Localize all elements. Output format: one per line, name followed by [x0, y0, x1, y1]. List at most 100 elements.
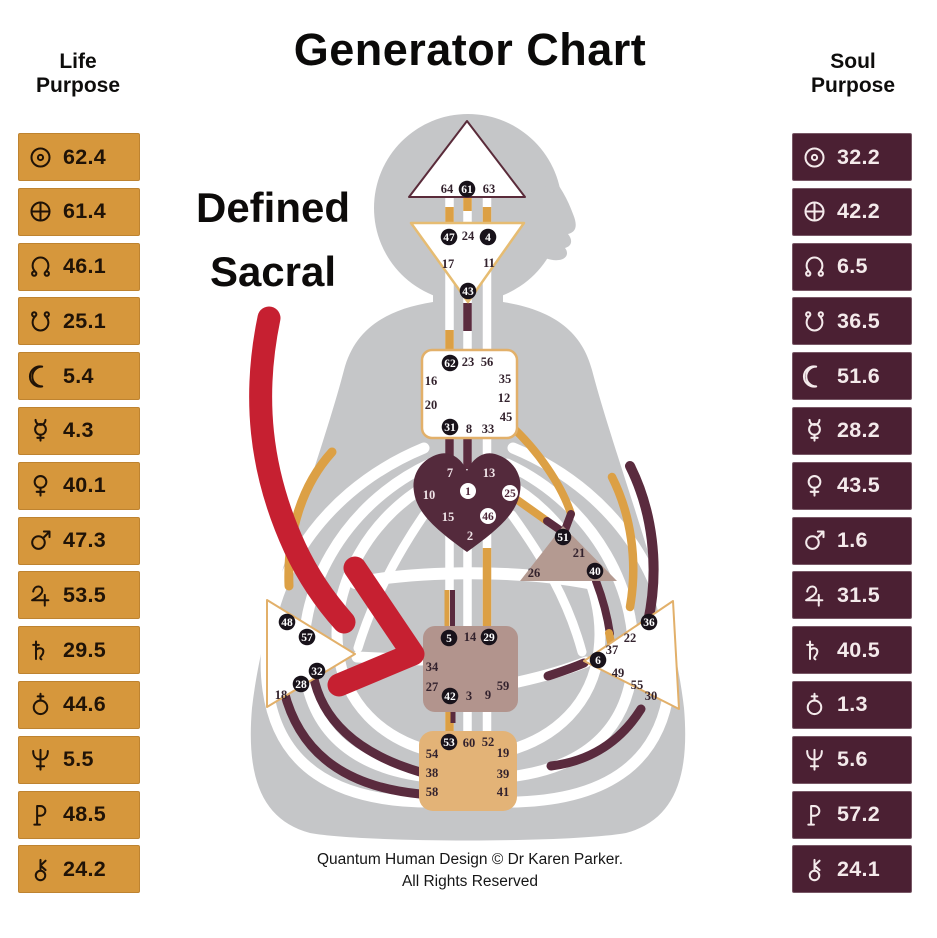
throat-center-shape [420, 348, 519, 440]
planet-row: 47.3 [18, 516, 140, 565]
planet-row: 32.2 [792, 133, 912, 181]
planet-row: 51.6 [792, 352, 912, 401]
g-center-shape [413, 453, 521, 552]
gate: 38 [426, 766, 439, 780]
gate: 21 [573, 546, 586, 560]
gate-line-value: 51.6 [837, 363, 881, 388]
gate: 16 [425, 374, 438, 388]
gate-line-value: 32.2 [837, 144, 881, 169]
gate-line-value: 44.6 [63, 692, 107, 717]
planet-row: 5.4 [18, 352, 140, 401]
planet-row: 40.1 [18, 461, 140, 510]
gate: 2 [467, 529, 473, 543]
planet-row: 1.6 [792, 516, 912, 565]
gate-numbers: 64 61 63 47 24 4 17 11 43 62 23 56 16 35… [275, 182, 658, 799]
chiron-icon [801, 856, 828, 883]
gate-line-value: 24.2 [63, 856, 107, 881]
ajna-center-shape [409, 221, 526, 304]
root-center-shape [419, 731, 517, 811]
gate-line-value: 31.5 [837, 582, 881, 607]
gate: 55 [631, 678, 644, 692]
gate: 33 [482, 422, 495, 436]
gate: 31 [444, 422, 456, 434]
gate-line-value: 24.1 [837, 856, 881, 881]
planet-row: 5.5 [18, 735, 140, 784]
neptune-icon [27, 746, 54, 773]
moon-icon [801, 363, 828, 390]
gate: 48 [281, 617, 293, 629]
life-purpose-label: Life Purpose [16, 50, 140, 98]
life-purpose-column: 62.4 61.4 46.1 25.1 5.4 4.3 40.1 47.3 53… [18, 133, 140, 900]
defined-gate-markers [278, 180, 658, 751]
gate-line-value: 43.5 [837, 473, 881, 498]
planet-row: 28.2 [792, 406, 912, 455]
gate-line-value: 61.4 [63, 199, 107, 224]
gate: 36 [643, 617, 655, 629]
gate: 46 [482, 511, 494, 523]
gate: 1 [465, 486, 471, 498]
gate: 40 [589, 566, 601, 578]
earth-icon [27, 198, 54, 225]
gate-line-value: 42.2 [837, 199, 881, 224]
annotation-line2: Sacral [209, 247, 337, 295]
gate: 41 [497, 785, 510, 799]
gate: 62 [444, 358, 456, 370]
gate: 37 [606, 643, 619, 657]
life-label-line1: Life [59, 50, 97, 73]
gate: 60 [463, 736, 476, 750]
solar-plexus-center-shape [583, 600, 680, 710]
soul-purpose-column: 32.2 42.2 6.5 36.5 51.6 28.2 43.5 1.6 31… [792, 133, 912, 900]
gate: 28 [295, 679, 307, 691]
gate: 14 [464, 630, 477, 644]
annotation-line1: Defined [195, 184, 350, 231]
uranus-icon [27, 691, 54, 718]
sacral-arrow [249, 306, 425, 697]
gate: 7 [447, 466, 453, 480]
gate: 39 [497, 767, 510, 781]
earth-icon [801, 198, 828, 225]
gate: 17 [442, 257, 455, 271]
soul-label-line2: Purpose [810, 74, 896, 98]
gate: 30 [645, 689, 658, 703]
footer-line2: All Rights Reserved [401, 873, 539, 890]
gate-line-value: 36.5 [837, 308, 881, 333]
planet-row: 62.4 [18, 133, 140, 181]
gate: 8 [466, 422, 472, 436]
gate-line-value: 40.1 [63, 473, 107, 498]
gate: 32 [311, 666, 323, 678]
gate-line-value: 28.2 [837, 418, 881, 443]
gate-line-value: 5.4 [63, 363, 94, 388]
venus-icon [801, 472, 828, 499]
gate: 57 [301, 632, 313, 644]
gate-line-value: 46.1 [63, 254, 107, 279]
copyright-footer: Quantum Human Design © Dr Karen Parker. … [150, 849, 790, 893]
planet-row: 1.3 [792, 680, 912, 729]
planet-row: 48.5 [18, 790, 140, 839]
gate-line-value: 53.5 [63, 582, 107, 607]
mercury-icon [801, 417, 828, 444]
mars-icon [801, 527, 828, 554]
gate: 10 [423, 488, 436, 502]
gate-line-value: 40.5 [837, 637, 881, 662]
planet-row: 61.4 [18, 187, 140, 236]
gate-line-value: 6.5 [837, 254, 868, 279]
gate: 15 [442, 510, 455, 524]
gate: 3 [466, 689, 472, 703]
planet-row: 44.6 [18, 680, 140, 729]
neptune-icon [801, 746, 828, 773]
gate: 22 [624, 631, 637, 645]
planet-row: 42.2 [792, 187, 912, 236]
gate: 20 [425, 398, 438, 412]
gate: 26 [528, 566, 541, 580]
north-node-icon [801, 253, 828, 280]
jupiter-icon [27, 582, 54, 609]
gate-line-value: 1.6 [837, 528, 868, 553]
mars-icon [27, 527, 54, 554]
planet-row: 31.5 [792, 571, 912, 620]
gate-line-value: 47.3 [63, 528, 107, 553]
gate: 49 [612, 666, 625, 680]
gate: 27 [426, 680, 439, 694]
gate-line-value: 57.2 [837, 802, 881, 827]
planet-row: 25.1 [18, 297, 140, 346]
